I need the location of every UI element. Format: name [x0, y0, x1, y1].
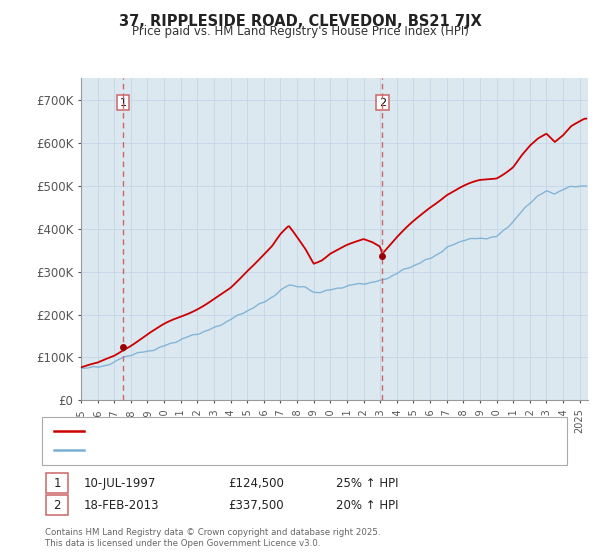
Text: Contains HM Land Registry data © Crown copyright and database right 2025.
This d: Contains HM Land Registry data © Crown c…: [45, 528, 380, 548]
Text: £337,500: £337,500: [228, 498, 284, 512]
Text: 37, RIPPLESIDE ROAD, CLEVEDON, BS21 7JX (detached house): 37, RIPPLESIDE ROAD, CLEVEDON, BS21 7JX …: [90, 426, 431, 436]
Text: 2: 2: [379, 97, 386, 108]
Text: 1: 1: [119, 97, 127, 108]
Text: 1: 1: [53, 477, 61, 490]
Text: £124,500: £124,500: [228, 477, 284, 490]
Text: 25% ↑ HPI: 25% ↑ HPI: [336, 477, 398, 490]
Text: 10-JUL-1997: 10-JUL-1997: [84, 477, 157, 490]
Text: 2: 2: [53, 498, 61, 512]
Text: 37, RIPPLESIDE ROAD, CLEVEDON, BS21 7JX: 37, RIPPLESIDE ROAD, CLEVEDON, BS21 7JX: [119, 14, 481, 29]
Text: 20% ↑ HPI: 20% ↑ HPI: [336, 498, 398, 512]
Text: 18-FEB-2013: 18-FEB-2013: [84, 498, 160, 512]
Text: HPI: Average price, detached house, North Somerset: HPI: Average price, detached house, Nort…: [90, 445, 379, 455]
Text: Price paid vs. HM Land Registry's House Price Index (HPI): Price paid vs. HM Land Registry's House …: [131, 25, 469, 38]
